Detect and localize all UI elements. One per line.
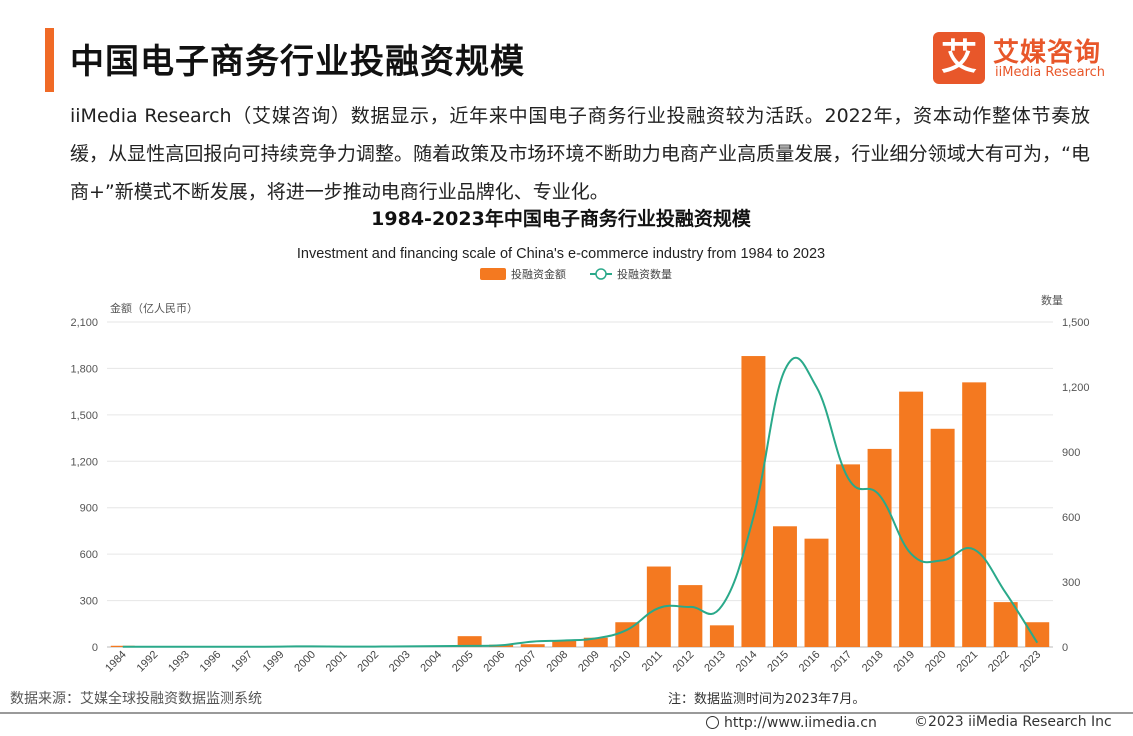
intro-paragraph: iiMedia Research（艾媒咨询）数据显示，近年来中国电子商务行业投融… bbox=[70, 105, 1090, 203]
x-tick-label: 1996 bbox=[198, 649, 224, 675]
legend-bar-swatch bbox=[480, 268, 506, 280]
x-tick-label: 1993 bbox=[166, 649, 192, 675]
logo-mark: 艾 bbox=[933, 32, 985, 84]
x-tick-label: 2002 bbox=[355, 649, 381, 675]
iimedia-logo: 艾 艾媒咨询 iiMedia Research bbox=[933, 32, 1123, 86]
bar-2008 bbox=[552, 640, 577, 647]
bar-2018 bbox=[867, 448, 892, 647]
x-tick-label: 2005 bbox=[450, 649, 476, 675]
x-tick-label: 2016 bbox=[797, 649, 823, 675]
y-right-tick-label: 1,500 bbox=[1062, 317, 1090, 329]
footer-copyright: ©2023 iiMedia Research Inc bbox=[914, 714, 1112, 730]
bar-2016 bbox=[804, 538, 829, 647]
y-right-tick-label: 0 bbox=[1062, 642, 1068, 654]
legend-line-marker bbox=[595, 268, 607, 280]
x-tick-label: 2009 bbox=[576, 649, 602, 675]
y-axis-right-ticks: 0 300 600 900 1,200 1,500 bbox=[1062, 317, 1090, 654]
bar-series bbox=[110, 356, 1050, 648]
x-tick-label: 1992 bbox=[135, 649, 161, 675]
y-left-tick-label: 1,500 bbox=[70, 410, 98, 422]
bar-1984 bbox=[110, 645, 135, 647]
x-tick-label: 2019 bbox=[891, 649, 917, 675]
x-tick-label: 2018 bbox=[860, 649, 886, 675]
page-title: 中国电子商务行业投融资规模 bbox=[70, 42, 525, 82]
x-axis-ticks: 1984 1992 1993 1996 1997 1999 2000 2001 2002 2003… bbox=[103, 649, 1043, 675]
bar-2017 bbox=[836, 464, 861, 647]
y-axis-right-label: 数量 bbox=[1041, 294, 1063, 307]
x-tick-label: 2000 bbox=[292, 649, 318, 675]
bar-2007 bbox=[520, 644, 545, 647]
logo-chinese-name: 艾媒咨询 bbox=[993, 38, 1102, 68]
bar-2021 bbox=[962, 382, 987, 647]
y-left-tick-label: 0 bbox=[92, 642, 98, 654]
line-series bbox=[122, 356, 1039, 648]
legend-line-label: 投融资数量 bbox=[617, 267, 672, 281]
bar-2019 bbox=[899, 391, 924, 647]
y-left-tick-label: 300 bbox=[80, 596, 98, 608]
y-axis-left-label: 金额（亿人民币） bbox=[110, 301, 198, 315]
bar-2020 bbox=[930, 428, 955, 647]
logo-english-name: iiMedia Research bbox=[995, 65, 1106, 80]
y-right-tick-label: 1,200 bbox=[1062, 382, 1090, 394]
bar-2015 bbox=[772, 526, 797, 647]
bar-2014 bbox=[741, 356, 766, 647]
x-tick-label: 1999 bbox=[261, 649, 287, 675]
footer-website[interactable]: http://www.iimedia.cn bbox=[706, 714, 877, 731]
bar-2005 bbox=[457, 636, 482, 647]
x-tick-label: 2015 bbox=[765, 649, 791, 675]
bar-2012 bbox=[678, 585, 703, 647]
x-tick-label: 2001 bbox=[324, 649, 350, 675]
chart-title: 1984-2023年中国电子商务行业投融资规模 bbox=[371, 207, 752, 230]
y-left-tick-label: 1,200 bbox=[70, 456, 98, 468]
y-left-tick-label: 900 bbox=[80, 503, 98, 515]
bar-2010 bbox=[615, 622, 640, 647]
data-note: 注：数据监测时间为2023年7月。 bbox=[668, 692, 866, 707]
x-tick-label: 2014 bbox=[734, 649, 760, 675]
footer-divider bbox=[0, 712, 1133, 714]
x-tick-label: 1984 bbox=[103, 649, 129, 675]
x-tick-label: 2007 bbox=[513, 649, 539, 675]
bar-2011 bbox=[646, 566, 671, 647]
footer-url-text[interactable]: http://www.iimedia.cn bbox=[724, 715, 877, 731]
bar-2009 bbox=[583, 637, 608, 647]
x-tick-label: 2023 bbox=[1018, 649, 1044, 675]
x-tick-label: 2017 bbox=[828, 649, 854, 675]
x-tick-label: 2013 bbox=[702, 649, 728, 675]
x-tick-label: 2008 bbox=[545, 649, 571, 675]
x-tick-label: 2003 bbox=[387, 649, 413, 675]
bar-2023 bbox=[1025, 622, 1050, 647]
y-left-tick-label: 1,800 bbox=[70, 363, 98, 375]
x-tick-label: 2022 bbox=[986, 649, 1012, 675]
x-tick-label: 1997 bbox=[229, 649, 255, 675]
globe-icon bbox=[706, 716, 719, 729]
legend-bar-label: 投融资金额 bbox=[511, 267, 566, 281]
x-tick-label: 2004 bbox=[418, 649, 444, 675]
x-tick-label: 2012 bbox=[671, 649, 697, 675]
x-tick-label: 2006 bbox=[481, 649, 507, 675]
y-right-tick-label: 600 bbox=[1062, 512, 1080, 524]
x-tick-label: 2011 bbox=[640, 649, 665, 674]
y-right-tick-label: 300 bbox=[1062, 577, 1080, 589]
y-right-tick-label: 900 bbox=[1062, 447, 1080, 459]
bar-2013 bbox=[709, 625, 734, 647]
chart-legend: 投融资金额 投融资数量 bbox=[480, 267, 672, 281]
title-accent-bar bbox=[45, 28, 54, 92]
chart-subtitle: Investment and financing scale of China'… bbox=[297, 246, 825, 262]
data-source: 数据来源：艾媒全球投融资数据监测系统 bbox=[10, 691, 262, 707]
x-tick-label: 2021 bbox=[954, 649, 980, 675]
y-left-tick-label: 2,100 bbox=[70, 317, 98, 329]
bar-2022 bbox=[993, 602, 1018, 647]
y-axis-left-ticks: 0 300 600 900 1,200 1,500 1,800 2,100 bbox=[70, 317, 98, 654]
x-tick-label: 2010 bbox=[608, 649, 634, 675]
y-left-tick-label: 600 bbox=[80, 549, 98, 561]
x-tick-label: 2020 bbox=[923, 649, 949, 675]
investment-chart: 1984-2023年中国电子商务行业投融资规模 Investment and f… bbox=[70, 207, 1090, 675]
